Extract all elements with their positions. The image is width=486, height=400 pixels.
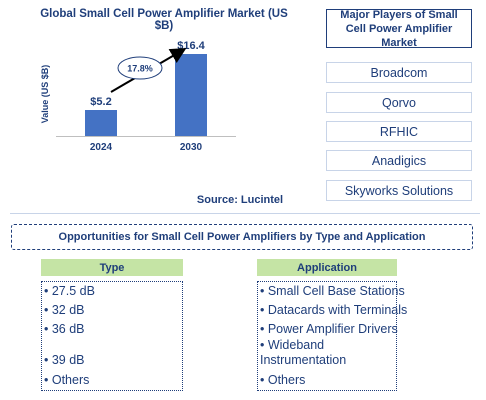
application-header: Application [257, 259, 397, 276]
list-item: • Small Cell Base Stations [260, 284, 405, 298]
cagr-bubble [117, 56, 163, 80]
bar-2024 [85, 110, 117, 136]
list-item: • 36 dB [44, 322, 85, 336]
list-item: • Datacards with Terminals [260, 303, 408, 317]
cagr-label: 17.8% [127, 64, 153, 74]
x-tick-2024: 2024 [90, 142, 113, 153]
players-header: Major Players of Small Cell Power Amplif… [326, 9, 472, 49]
player-rfhic: RFHIC [326, 121, 472, 142]
section-divider [10, 213, 480, 214]
list-item: • 27.5 dB [44, 284, 95, 298]
chart-title: Global Small Cell Power Amplifier Market… [40, 8, 288, 32]
application-list: • Small Cell Base Stations • Datacards w… [257, 281, 407, 391]
opportunities-header: Opportunities for Small Cell Power Ampli… [11, 224, 473, 250]
player-broadcom: Broadcom [326, 62, 472, 83]
list-item: • 39 dB [44, 353, 85, 367]
type-header: Type [41, 259, 183, 276]
player-skyworks: Skyworks Solutions [326, 180, 472, 201]
type-list: • 27.5 dB • 32 dB • 36 dB • 39 dB • Othe… [41, 281, 183, 391]
x-tick-2030: 2030 [180, 142, 203, 153]
data-label-2024: $5.2 [90, 96, 111, 108]
list-item: • Power Amplifier Drivers [260, 322, 398, 336]
chart-source: Source: Lucintel [196, 194, 284, 206]
y-axis-label: Value (US $B) [40, 65, 50, 124]
player-anadigics: Anadigics [326, 150, 472, 171]
list-item: • Wideband Instrumentation [260, 338, 347, 367]
bar-2030 [175, 54, 207, 136]
list-item: • Others [44, 373, 90, 387]
player-qorvo: Qorvo [326, 92, 472, 113]
list-item: • 32 dB [44, 303, 85, 317]
list-item: • Others [260, 373, 306, 387]
